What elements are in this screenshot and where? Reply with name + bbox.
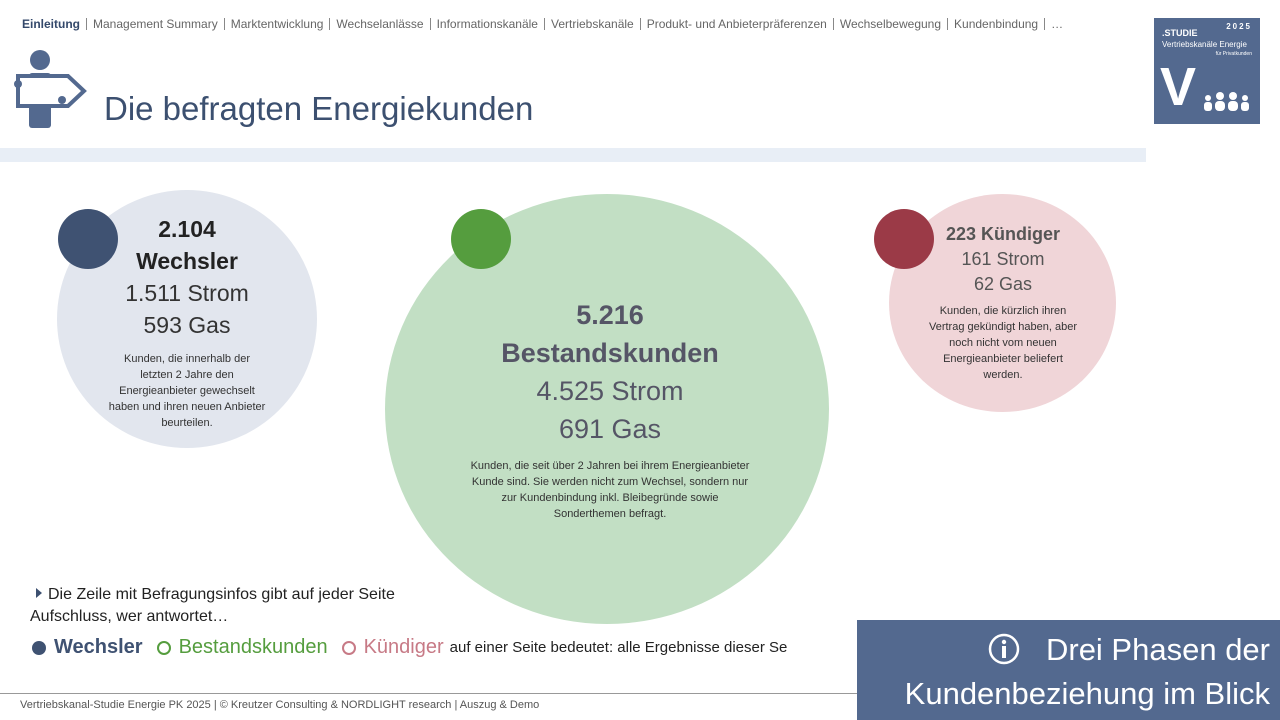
presenter-icon <box>14 50 87 128</box>
bullet-arrow <box>36 588 42 598</box>
nav-item[interactable]: Vertriebskanäle <box>550 17 634 31</box>
nav-separator <box>86 18 87 30</box>
nav-item[interactable]: … <box>1051 17 1064 31</box>
nav-item[interactable]: Wechselbewegung <box>839 17 942 31</box>
note-text: Die Zeile mit Befragungsinfos gibt auf j… <box>30 586 395 625</box>
nav-separator <box>543 18 545 30</box>
info-line: Drei Phasen der <box>1045 632 1270 667</box>
legend-suffix: auf einer Seite bedeutet: alle Ergebniss… <box>449 639 788 656</box>
legend-item: Bestandskunden <box>178 636 328 658</box>
segment-description: Kunden, die kürzlich ihren Vertrag gekün… <box>928 305 1077 381</box>
legend-dot <box>341 640 356 655</box>
logo-people <box>1204 92 1249 111</box>
segment-headline: 223 Kündiger <box>945 224 1061 244</box>
segment-text: 2.104 Wechsler 1.511 Strom 593 Gas Kunde… <box>97 213 277 431</box>
legend-dot <box>32 640 46 655</box>
nav-item[interactable]: Einleitung <box>22 17 80 31</box>
nav-separator <box>329 18 331 30</box>
segment-circle <box>385 194 829 624</box>
nav-separator <box>223 18 225 30</box>
logo-year: 2025 <box>1226 22 1252 31</box>
logo-letter: V <box>1160 57 1197 117</box>
segment-dot <box>451 209 511 269</box>
study-logo: .STUDIE 2025 Vertriebskanäle Energie für… <box>1154 18 1260 124</box>
nav-item[interactable]: Informationskanäle <box>436 17 538 31</box>
nav-separator <box>639 18 641 30</box>
segment-strom: 161 Strom <box>961 249 1045 269</box>
segment-label: Bestandskunden <box>501 338 719 368</box>
segment-gas: 593 Gas <box>143 312 231 338</box>
logo-line: Vertriebskanäle Energie <box>1162 40 1247 49</box>
legend-dot <box>156 640 171 655</box>
nav-item[interactable]: Produkt- und Anbieterpräferenzen <box>646 17 827 31</box>
legend-item: Kündiger <box>363 636 444 658</box>
logo-label: .STUDIE <box>1162 28 1198 38</box>
nav-separator <box>429 18 431 30</box>
info-box: Drei Phasen der Kundenbeziehung im Blick <box>857 620 1280 720</box>
legend: Wechsler Bestandskunden Kündiger auf ein… <box>32 636 787 659</box>
segment-gas: 62 Gas <box>973 274 1033 294</box>
title-band <box>0 148 1146 162</box>
nav-separator <box>1044 18 1046 30</box>
legend-item: Wechsler <box>54 636 143 658</box>
note: Die Zeile mit Befragungsinfos gibt auf j… <box>30 584 450 628</box>
segment-number: 2.104 <box>158 216 216 242</box>
info-line: Kundenbeziehung im Blick <box>904 676 1270 711</box>
segment-dot <box>874 209 934 269</box>
nav-item[interactable]: Wechselanlässe <box>336 17 424 31</box>
footer: Vertriebskanal-Studie Energie PK 2025 | … <box>0 693 857 711</box>
nav-item[interactable]: Marktentwicklung <box>230 17 324 31</box>
segment-strom: 4.525 Strom <box>536 376 684 406</box>
nav-separator <box>832 18 834 30</box>
info-icon <box>988 633 1020 665</box>
segment-text: 223 Kündiger 161 Strom 62 Gas Kunden, di… <box>918 222 1088 383</box>
nav-separator <box>947 18 949 30</box>
slide-title: Die befragten Energiekunden <box>104 90 534 127</box>
logo-line: für Privatkunden <box>1215 51 1252 57</box>
segment-description: Kunden, die innerhalb der letzten 2 Jahr… <box>108 353 266 429</box>
segment-gas: 691 Gas <box>558 414 662 444</box>
nav-item[interactable]: Kundenbindung <box>954 17 1039 31</box>
nav-bar: Einleitung Management Summary Marktentwick… <box>22 17 1063 31</box>
segment-label: Wechsler <box>136 248 238 274</box>
segment-description: Kunden, die seit über 2 Jahren bei ihrem… <box>470 460 750 520</box>
segment-number: 5.216 <box>576 300 644 330</box>
segment-dot <box>58 209 118 269</box>
nav-item[interactable]: Management Summary <box>93 17 218 31</box>
segment-text: 5.216 Bestandskunden 4.525 Strom 691 Gas… <box>460 296 760 522</box>
segment-strom: 1.511 Strom <box>125 280 249 306</box>
